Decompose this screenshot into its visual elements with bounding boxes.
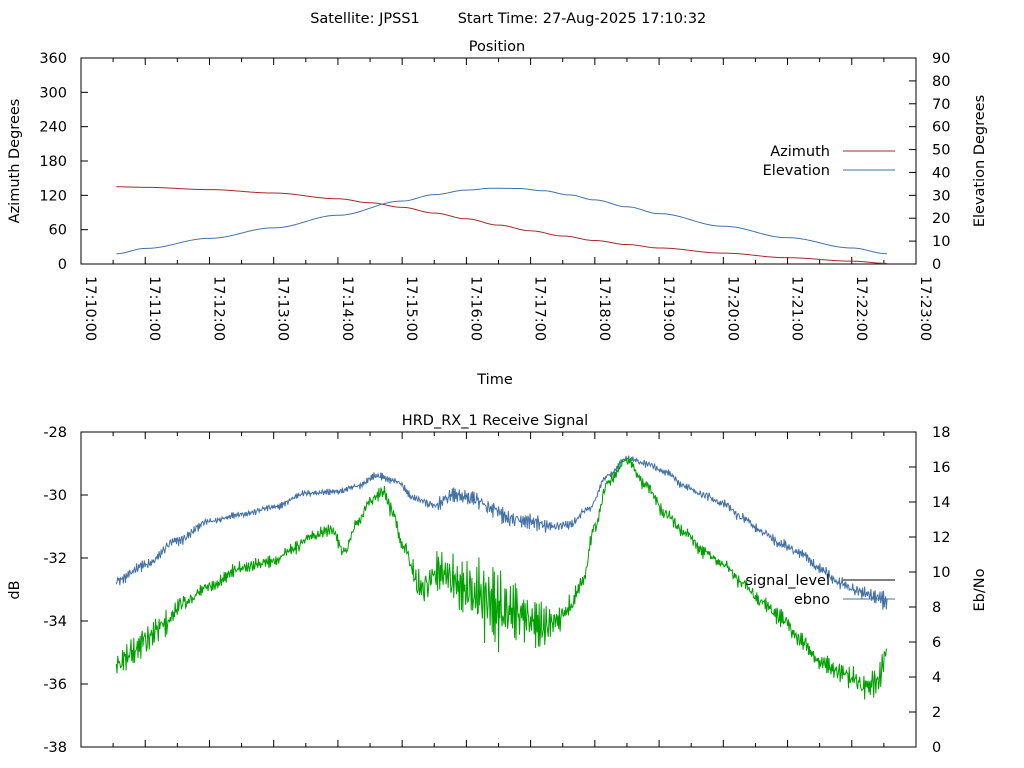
y-tick-label: -36	[43, 677, 67, 693]
series-ebno	[115, 455, 888, 610]
y-tick-label: 360	[39, 51, 67, 67]
y2-tick-label: 0	[932, 740, 941, 756]
y-tick-label: 180	[39, 154, 67, 170]
x-tick-label: 17:19:00	[660, 276, 676, 341]
y2-tick-label: 30	[932, 188, 950, 204]
y-tick-label: 240	[39, 120, 67, 136]
y2-tick-label: 40	[932, 165, 950, 181]
x-tick-label: 17:17:00	[532, 276, 548, 341]
y2-tick-label: 4	[932, 670, 941, 686]
x-tick-label: 17:15:00	[403, 276, 419, 341]
x-tick-label: 17:12:00	[210, 276, 226, 341]
y-tick-label: -34	[43, 614, 67, 630]
position-chart: Position 17:10:00 17:11:00 17:12:00 17:13:0…	[7, 39, 988, 388]
x-tick-label: 17:14:00	[339, 276, 355, 341]
header: Satellite: JPSS1 Start Time: 27-Aug-2025…	[310, 11, 706, 27]
position-series	[116, 186, 888, 264]
position-ticks: 17:10:00 17:11:00 17:12:00 17:13:00 17:14:00…	[39, 51, 950, 341]
y2-tick-label: 60	[932, 120, 950, 136]
position-chart-title: Position	[469, 39, 525, 55]
y2-tick-label: 2	[932, 705, 941, 721]
y2-tick-label: 14	[932, 495, 950, 511]
legend-label-azimuth: Azimuth	[770, 144, 830, 160]
y2-tick-label: 70	[932, 97, 950, 113]
signal-ticks: -38 -36 -34 -32 -30 -28 0 2 4 6 8 10 12 14 16 18	[43, 425, 950, 756]
y2-tick-label: 80	[932, 74, 950, 90]
signal-y-axis-label: dB	[7, 580, 23, 599]
y2-tick-label: 6	[932, 635, 941, 651]
series-elevation	[116, 187, 888, 255]
y-tick-label: 120	[39, 188, 67, 204]
y-tick-label: 60	[49, 223, 67, 239]
y-tick-label: -32	[43, 551, 67, 567]
y2-tick-label: 12	[932, 530, 950, 546]
signal-plot-frame	[80, 431, 917, 748]
y2-tick-label: 10	[932, 234, 950, 250]
y-tick-label: -38	[43, 740, 67, 756]
y2-tick-label: 20	[932, 211, 950, 227]
receive-signal-chart-title: HRD_RX_1 Receive Signal	[402, 413, 588, 429]
x-tick-label: 17:23:00	[917, 276, 933, 341]
start-time-label: Start Time: 27-Aug-2025 17:10:32	[458, 11, 707, 27]
y2-tick-label: 16	[932, 460, 950, 476]
position-y2-axis-label: Elevation Degrees	[972, 95, 988, 227]
position-y-axis-label: Azimuth Degrees	[7, 99, 23, 224]
y-tick-label: 0	[58, 257, 67, 273]
x-tick-label: 17:13:00	[275, 276, 291, 341]
receive-signal-chart: HRD_RX_1 Receive Signal -38-36-34-32-30-…	[7, 413, 988, 756]
x-tick-label: 17:10:00	[82, 276, 98, 341]
legend-label-elevation: Elevation	[763, 163, 830, 179]
y2-tick-label: 8	[932, 600, 941, 616]
x-tick-label: 17:18:00	[596, 276, 612, 341]
position-plot-frame	[80, 57, 917, 265]
x-tick-label: 17:21:00	[789, 276, 805, 341]
y2-tick-label: 90	[932, 51, 950, 67]
x-tick-label: 17:22:00	[853, 276, 869, 341]
x-tick-label: 17:20:00	[724, 276, 740, 341]
y2-tick-label: 10	[932, 565, 950, 581]
y-tick-label: -28	[43, 425, 67, 441]
series-signal-level	[115, 457, 888, 700]
signal-legend: signal_level ebno	[745, 573, 895, 608]
y-tick-label: 300	[39, 85, 67, 101]
position-legend: Azimuth Elevation	[763, 144, 895, 179]
satellite-label: Satellite: JPSS1	[310, 11, 420, 27]
y2-tick-label: 18	[932, 425, 950, 441]
legend-label-ebno: ebno	[794, 592, 830, 608]
y2-tick-label: 0	[932, 257, 941, 273]
y2-tick-label: 50	[932, 143, 950, 159]
legend-label-signal-level: signal_level	[745, 573, 830, 589]
x-tick-label: 17:16:00	[467, 276, 483, 341]
signal-series	[115, 455, 888, 700]
series-azimuth	[116, 186, 888, 264]
signal-y2-axis-label: Eb/No	[972, 568, 988, 611]
y-tick-label: -30	[43, 488, 67, 504]
x-tick-label: 17:11:00	[146, 276, 162, 341]
position-x-axis-label: Time	[476, 372, 513, 388]
